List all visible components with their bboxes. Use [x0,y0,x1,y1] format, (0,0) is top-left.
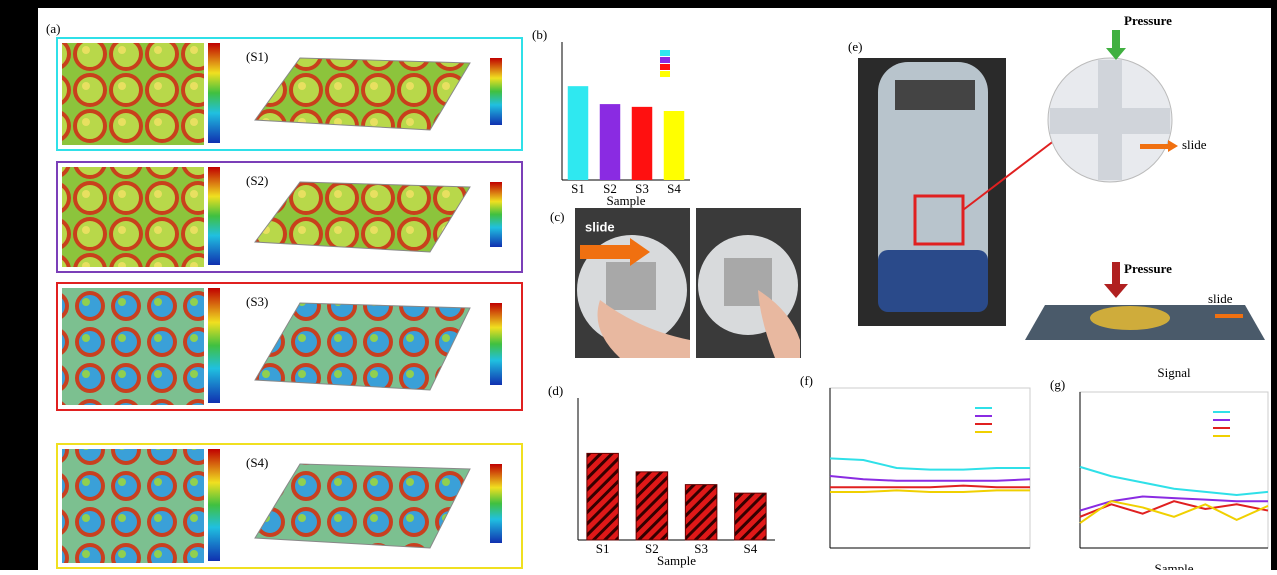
frame-right [1271,0,1277,570]
chart-title: Signal [1157,365,1191,380]
x-tick-label: S4 [667,181,681,196]
figure: (a) (c) slide (e) Pressure [0,0,1277,570]
x-tick-label: S2 [645,541,659,556]
colorbar [208,167,220,265]
colorbar [208,288,220,403]
x-tick-label: S3 [694,541,708,556]
legend-swatch [660,64,670,70]
panel-label: (c) [550,209,564,224]
colorbar [208,449,220,561]
colorbar [490,182,502,247]
panel-label: (g) [1050,377,1065,392]
sample-label: (S3) [246,294,268,309]
colorbar [490,58,502,125]
bar [568,86,588,180]
diagram-text: slide [1182,137,1207,152]
x-tick-label: S2 [603,181,617,196]
colorbar [208,43,220,143]
panel-label: (b) [532,27,547,42]
bar [685,485,717,540]
sample-label: (S2) [246,173,268,188]
texture-map [62,167,204,267]
panel-label: (e) [848,39,862,54]
x-tick-label: S1 [571,181,585,196]
bar [735,493,767,540]
bar [587,453,619,540]
diagram-text: Pressure [1124,261,1172,276]
colorbar [490,303,502,385]
x-tick-label: S1 [596,541,610,556]
x-tick-label: S4 [744,541,758,556]
x-tick-label: S3 [635,181,649,196]
legend-swatch [660,71,670,77]
photo-e [858,58,1006,326]
bar [600,104,620,180]
texture-map [62,43,204,145]
diagram-text: Pressure [1124,13,1172,28]
panel-label: (d) [548,383,563,398]
legend-swatch [660,50,670,56]
panel-label: (f) [800,373,813,388]
frame-left [0,0,38,570]
colorbar [490,464,502,543]
x-axis-label: Sample [1155,561,1194,570]
bar [636,472,668,540]
x-axis-label: Sample [657,553,696,568]
arrow-text: slide [585,219,615,234]
frame-top [0,0,1277,8]
bar [632,107,652,180]
diagram-text: slide [1208,291,1233,306]
panel-label: (a) [46,21,60,36]
bar [664,111,684,180]
legend-swatch [660,57,670,63]
texture-map [62,449,204,563]
sample-label: (S4) [246,455,268,470]
texture-map [62,288,204,405]
sample-label: (S1) [246,49,268,64]
